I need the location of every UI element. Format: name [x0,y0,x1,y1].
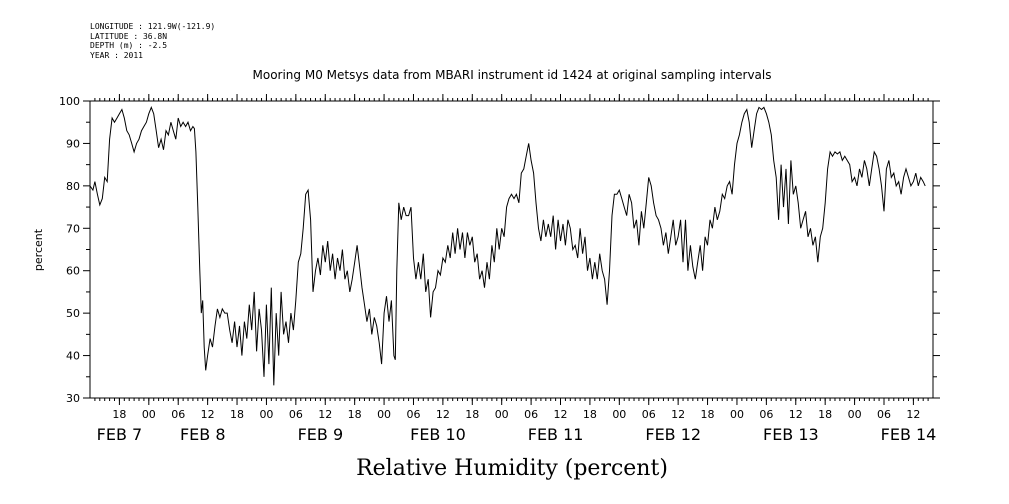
x-hour-tick-label: 06 [171,408,185,421]
x-hour-tick-label: 12 [201,408,215,421]
x-hour-tick-label: 12 [789,408,803,421]
x-axis-label: Relative Humidity (percent) [356,456,668,481]
x-hour-tick-label: 06 [877,408,891,421]
x-date-label: FEB 9 [298,425,344,444]
x-date-label: FEB 10 [410,425,466,444]
x-hour-tick-label: 00 [259,408,273,421]
x-date-label: FEB 11 [528,425,584,444]
series-line-relative-humidity [89,106,926,386]
x-date-label: FEB 14 [881,425,937,444]
metadata-depth: DEPTH (m) : -2.5 [90,41,168,50]
x-hour-tick-label: 06 [642,408,656,421]
y-tick-label: 100 [59,95,80,108]
x-date-label: FEB 12 [645,425,701,444]
x-date-label: FEB 8 [180,425,226,444]
x-hour-tick-label: 12 [318,408,332,421]
chart-title: Mooring M0 Metsys data from MBARI instru… [253,68,772,82]
x-hour-tick-label: 12 [436,408,450,421]
y-tick-label: 70 [66,222,80,235]
x-hour-tick-label: 18 [112,408,126,421]
x-date-label: FEB 13 [763,425,819,444]
x-hour-tick-label: 06 [406,408,420,421]
y-tick-label: 30 [66,392,80,405]
y-tick-label: 90 [66,137,80,150]
y-axis-label: percent [32,228,45,271]
x-hour-tick-label: 18 [230,408,244,421]
y-axis: 30 40 50 60 70 80 90 100 [59,95,940,405]
x-hour-tick-label: 00 [612,408,626,421]
x-hour-tick-label: 00 [142,408,156,421]
x-hour-tick-label: 00 [848,408,862,421]
x-hour-tick-label: 12 [554,408,568,421]
x-hour-tick-label: 18 [818,408,832,421]
x-hour-tick-label: 00 [495,408,509,421]
x-hour-tick-label: 12 [671,408,685,421]
x-date-label: FEB 7 [97,425,143,444]
y-tick-label: 60 [66,265,80,278]
y-tick-label: 50 [66,307,80,320]
x-hour-tick-label: 18 [583,408,597,421]
x-hour-tick-label: 18 [348,408,362,421]
x-hour-tick-label: 06 [289,408,303,421]
x-hour-tick-label: 00 [730,408,744,421]
plot-area-frame [89,100,934,399]
y-tick-label: 80 [66,180,80,193]
x-hour-tick-label: 18 [465,408,479,421]
metadata-longitude: LONGITUDE : 121.9W(-121.9) [90,22,216,31]
x-hour-tick-label: 00 [377,408,391,421]
metadata-year: YEAR : 2011 [90,50,143,60]
metadata-latitude: LATITUDE : 36.8N [90,31,168,41]
y-tick-label: 40 [66,350,80,363]
x-hour-tick-label: 12 [906,408,920,421]
x-axis: 18 00 06 12 18 00 06 12 18 00 06 12 18 00 06 12 18 00 06 12… [94,94,937,444]
station-metadata: LONGITUDE : 121.9W(-121.9) LATITUDE : 36… [90,22,215,60]
x-hour-tick-label: 06 [759,408,773,421]
x-hour-tick-label: 06 [524,408,538,421]
x-hour-tick-label: 18 [701,408,715,421]
